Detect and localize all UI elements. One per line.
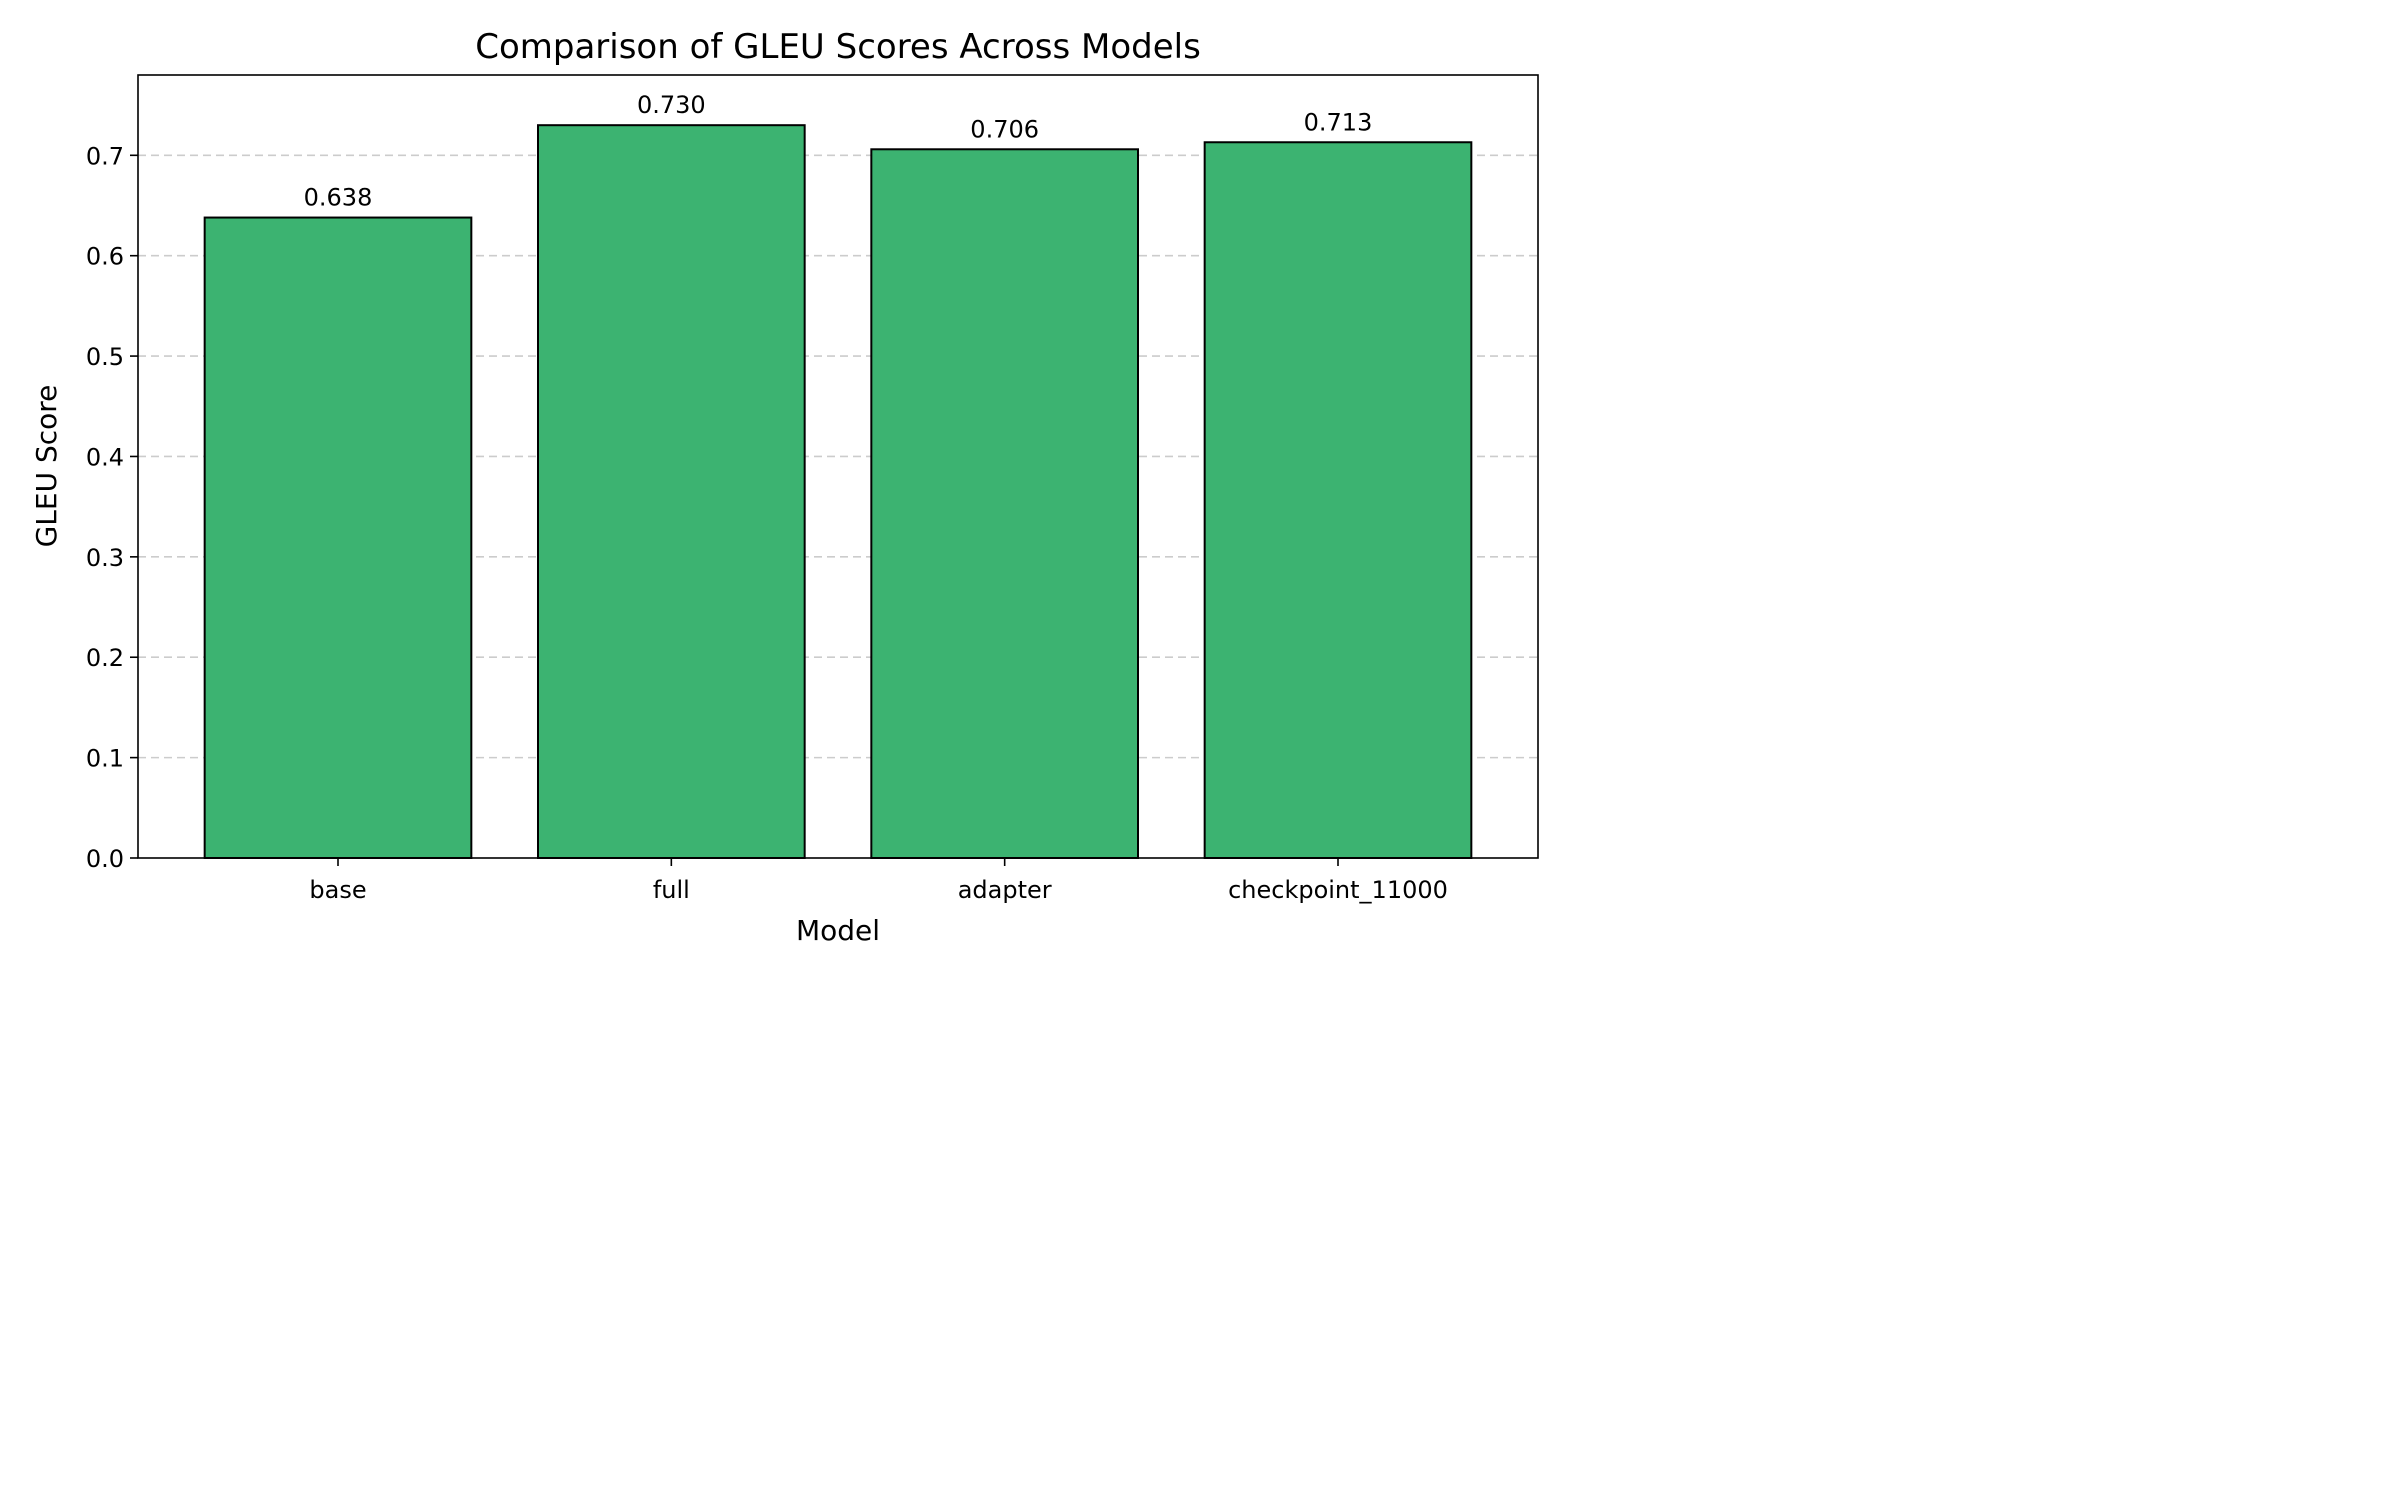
y-axis-ticks: 0.0 0.1 0.2 0.3 0.4 0.5 0.6 0.7 [86, 142, 138, 873]
bar-full [537, 124, 806, 859]
bar-value-label: 0.730 [637, 91, 706, 119]
y-tick-label: 0.1 [86, 745, 124, 773]
data-labels: 0.638 0.730 0.706 0.713 [304, 91, 1373, 211]
x-tick-label: full [653, 876, 690, 904]
x-axis-label: Model [796, 914, 880, 947]
y-tick-label: 0.7 [86, 142, 124, 170]
y-tick-label: 0.4 [86, 443, 124, 471]
bar-adapter [870, 148, 1139, 860]
y-tick-label: 0.6 [86, 243, 124, 271]
y-tick-label: 0.2 [86, 644, 124, 672]
bar-base [203, 216, 473, 860]
bar-value-label: 0.638 [304, 184, 373, 212]
bar-checkpoint-11000 [1203, 141, 1473, 859]
y-tick-label: 0.5 [86, 343, 124, 371]
chart-title: Comparison of GLEU Scores Across Models [475, 27, 1201, 67]
plot-frame [137, 74, 1539, 859]
bars [203, 124, 1473, 860]
bar-value-label: 0.706 [970, 115, 1039, 143]
y-axis-label: GLEU Score [30, 385, 63, 548]
x-tick-label: checkpoint_11000 [1228, 876, 1448, 904]
bar-value-label: 0.713 [1304, 108, 1373, 136]
bar-chart: 0.0 0.1 0.2 0.3 0.4 0.5 0.6 0.7 base full adapter… [30, 27, 1539, 947]
y-tick-label: 0.3 [86, 544, 124, 572]
y-tick-label: 0.0 [86, 845, 124, 873]
x-tick-label: base [309, 876, 366, 904]
x-axis-ticks: base full adapter checkpoint_11000 [309, 858, 1448, 904]
x-tick-label: adapter [958, 876, 1052, 904]
